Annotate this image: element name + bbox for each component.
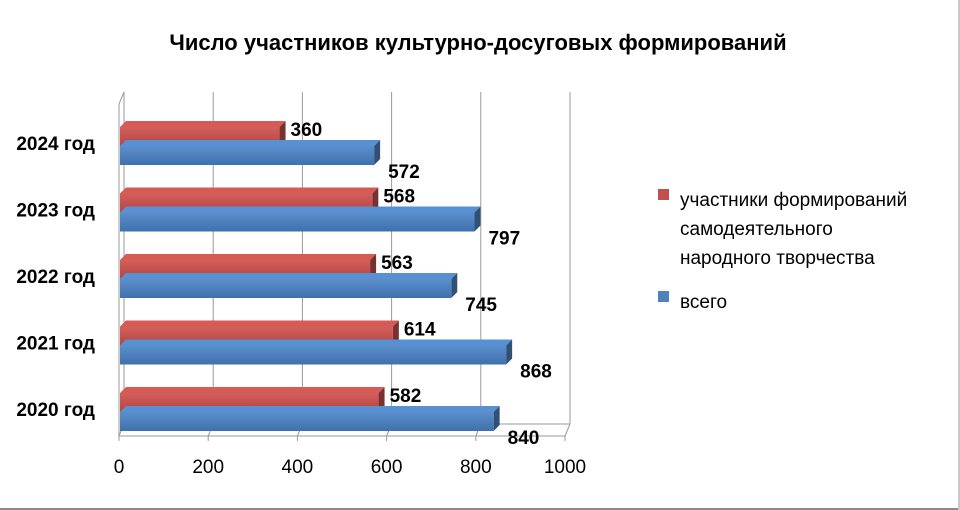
bar-top-face-series-participants	[120, 387, 385, 393]
bar-series-total	[120, 345, 507, 365]
bar-top-face-series-participants	[120, 254, 377, 260]
frame-bottom-border	[0, 508, 960, 510]
bar-end-face-series-total	[451, 273, 458, 298]
x-tick-label: 200	[192, 457, 224, 478]
data-label-series-participants: 568	[383, 187, 415, 208]
category-label: 2020 год	[16, 400, 95, 421]
data-label-series-participants: 360	[291, 120, 323, 141]
bar-end-face-series-participants	[378, 387, 385, 412]
legend-label: самодеятельного	[680, 219, 833, 240]
legend: участники формирований самодеятельного нар…	[658, 189, 907, 313]
bar-end-face-series-participants	[392, 320, 399, 346]
legend-label: всего	[680, 292, 727, 313]
bar-top-face-series-participants	[120, 187, 379, 194]
bar-top-face-series-total	[120, 406, 500, 412]
bar-end-face-series-participants	[279, 121, 286, 146]
data-label-series-total: 797	[488, 229, 520, 250]
bar-series-total	[120, 146, 375, 165]
chart-title: Число участников культурно-досуговых фор…	[169, 30, 786, 55]
bar-end-face-series-total	[474, 206, 481, 232]
data-label-series-participants: 582	[390, 386, 422, 407]
bar-top-face-series-participants	[120, 320, 399, 327]
bar-series-total	[120, 212, 475, 232]
bar-top-face-series-total	[120, 206, 481, 213]
x-tick-label: 600	[371, 457, 403, 478]
frame-right-border	[958, 0, 960, 510]
bar-end-face-series-participants	[372, 187, 379, 213]
category-label: 2022 год	[16, 267, 95, 288]
bar-end-face-series-participants	[370, 254, 377, 279]
data-label-series-participants: 563	[381, 253, 413, 274]
bar-top-face-series-total	[120, 339, 513, 346]
legend-label: народного творчества	[680, 248, 875, 269]
data-label-series-total: 745	[465, 295, 497, 316]
data-label-series-total: 840	[508, 428, 540, 449]
legend-swatch-total	[658, 291, 669, 302]
data-label-series-participants: 614	[404, 320, 436, 341]
floor-gridline	[564, 423, 571, 437]
x-tick-label: 1000	[544, 457, 586, 478]
wall-top-connector	[118, 91, 125, 105]
bar-series-total	[120, 412, 494, 431]
bar-top-face-series-total	[120, 140, 381, 146]
category-label: 2024 год	[16, 134, 95, 155]
labels-group: 0 200 400 600 800 1000 582 614 563 568 360 840 868 74…	[16, 120, 586, 478]
category-label: 2023 год	[16, 201, 95, 222]
x-tick-label: 800	[460, 457, 492, 478]
legend-label: участники формирований	[680, 190, 907, 211]
bar-end-face-series-total	[493, 406, 500, 431]
data-label-series-total: 868	[520, 362, 552, 383]
legend-swatch-participants	[658, 189, 669, 200]
x-tick-label: 400	[282, 457, 314, 478]
bar-top-face-series-total	[120, 273, 458, 279]
bar-series-total	[120, 279, 452, 298]
data-label-series-total: 572	[388, 162, 420, 183]
bars-group	[120, 121, 513, 431]
x-tick-label: 0	[114, 457, 125, 478]
bar-end-face-series-total	[506, 339, 513, 365]
bar-end-face-series-total	[374, 140, 381, 165]
category-label: 2021 год	[16, 334, 95, 355]
bar-top-face-series-participants	[120, 121, 286, 127]
